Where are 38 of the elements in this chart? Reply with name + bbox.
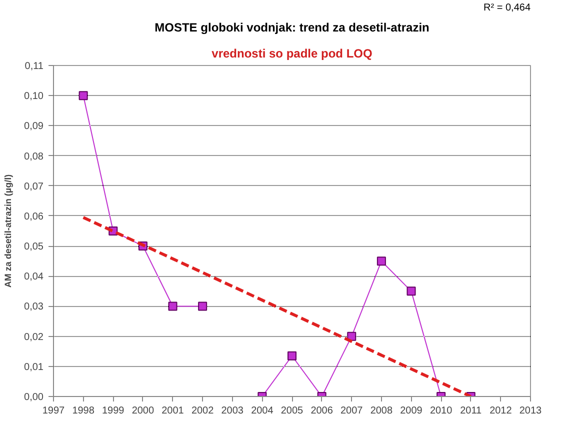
point [406,286,416,296]
y-tick-label: 0,08 [24,151,44,162]
point [198,302,208,311]
point [288,351,296,360]
x-tick-label: 2003 [221,406,244,416]
y-axis-title: AM za desetil-atrazin (µg/l) [3,174,14,288]
point [168,302,178,311]
y-tick-label: 0,10 [24,91,44,102]
x-tick-label: 2004 [251,406,274,416]
y-tick-label: 0,01 [24,362,44,373]
x-tick-label: 2009 [400,406,423,416]
x-tick-label: 1997 [42,406,66,416]
chart-subtitle: vrednosti so padle pod LOQ [212,46,372,60]
x-tick-label: 2001 [162,406,184,416]
point [376,256,386,266]
y-tick-label: 0,02 [24,332,44,343]
chart-title: MOSTE globoki vodnjak: trend za desetil-atrazin [154,20,430,34]
y-tick-label: 0,07 [24,181,44,192]
x-tick-label: 2000 [132,406,154,416]
x-tick-label: 2005 [280,406,304,416]
x-tick-label: 2010 [430,406,453,416]
text: R² = 0,464 [484,2,531,14]
y-tick-label: 0,06 [24,211,44,222]
x-tick-label: 1998 [72,406,95,416]
x-tick-label: 2011 [460,406,482,416]
x-tick-label: 2006 [310,406,334,416]
y-tick-label: 0,11 [24,61,44,72]
x-tick-label: 2007 [340,406,364,416]
y-tick-label: 0,04 [24,272,44,283]
x-tick-label: 2008 [370,406,393,416]
y-tick-label: 0,05 [24,242,44,253]
x-tick-label: 2002 [191,406,214,416]
x-tick-label: 2013 [519,406,542,416]
x-tick-label: 2012 [490,406,512,416]
y-tick-label: 0,03 [24,302,44,313]
y-tick-label: 0,09 [24,121,44,132]
y-tick-label: 0,00 [24,392,44,403]
x-tick-label: 1999 [102,406,125,416]
